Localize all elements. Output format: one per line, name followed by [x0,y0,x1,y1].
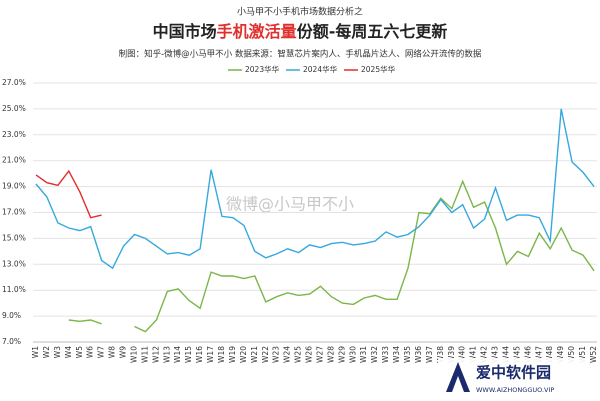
x-tick-label: W47 [534,346,543,363]
x-tick-label: W19 [228,346,237,363]
x-tick-label: W4 [64,346,73,358]
y-tick-label: 25.0% [2,104,26,113]
x-tick-label: W8 [108,346,117,358]
x-tick-label: W5 [75,346,84,358]
x-tick-label: W14 [173,346,182,363]
series-line [68,319,102,325]
x-tick-label: W16 [195,346,204,363]
x-tick-label: W40 [458,346,467,363]
subtitle: 制图：知乎-微博@小马甲不小 数据来源：智慧芯片案内人、手机晶片达人、网络公开流… [119,49,482,60]
y-tick-label: 7.0% [2,337,21,346]
x-tick-label: W45 [512,346,521,363]
y-tick-label: 13.0% [2,259,26,268]
x-tick-label: W17 [206,346,215,363]
y-tick-label: 27.0% [2,78,26,87]
x-tick-label: W15 [184,346,193,363]
series-line [35,169,102,219]
x-tick-label: W25 [294,346,303,363]
x-tick-label: W12 [151,346,160,363]
x-tick-label: W44 [501,346,510,363]
x-tick-label: W39 [447,346,456,363]
y-tick-label: 19.0% [2,182,26,191]
x-tick-label: W18 [217,346,226,363]
x-tick-label: W11 [140,346,149,363]
logo-text: 爱中软件园 [476,364,551,382]
y-tick-label: 11.0% [2,285,26,294]
watermark: 微博@小马甲不小 [226,195,354,214]
x-tick-label: W37 [425,346,434,363]
x-tick-label: W6 [86,346,95,358]
title-highlight: 手机激活量 [217,22,297,41]
x-tick-label: W49 [556,346,565,363]
x-tick-label: W32 [370,346,379,363]
x-tick-label: W33 [381,346,390,363]
x-tick-label: W10 [129,346,138,363]
x-tick-label: W28 [326,346,335,363]
x-tick-label: W1 [31,346,40,358]
y-tick-label: 9.0% [2,311,21,320]
logo-url: WWW.AIZHONGGUO.VIP [476,386,554,394]
legend-label: 2025华华 [361,64,396,74]
y-tick-label: 21.0% [2,156,26,165]
y-tick-label: 15.0% [2,233,26,242]
legend-label: 2023华华 [245,64,280,74]
y-tick-label: 17.0% [2,208,26,217]
x-tick-label: W30 [348,346,357,363]
x-tick-label: W38 [436,346,445,363]
x-tick-label: W46 [523,346,532,363]
x-tick-label: W13 [162,346,171,363]
x-tick-label: W3 [53,346,62,358]
x-tick-label: W31 [359,346,368,363]
x-tick-label: W52 [589,346,598,363]
x-tick-label: W20 [239,346,248,363]
x-tick-label: W2 [42,346,51,358]
logo: 爱中软件园 WWW.AIZHONGGUO.VIP [438,358,588,396]
x-tick-label: W43 [491,346,500,363]
x-tick-label: W7 [97,346,106,358]
x-tick-label: W29 [337,346,346,363]
legend-label: 2024华华 [303,64,338,74]
title-part: 份额-每周五六七更新 [297,22,448,41]
x-tick-label: W21 [250,346,259,363]
x-tick-label: W48 [545,346,554,363]
x-tick-label: W50 [567,346,576,363]
x-tick-label: W9 [119,346,128,358]
x-tick-label: W26 [305,346,314,363]
x-tick-label: W51 [578,346,587,363]
chart-title: 中国市场手机激活量份额-每周五六七更新 [153,22,448,41]
y-tick-label: 23.0% [2,130,26,139]
x-tick-label: W27 [315,346,324,363]
series-line [35,108,595,270]
x-tick-label: W22 [261,346,270,363]
series-line [134,179,595,333]
x-tick-label: W34 [392,346,401,363]
x-tick-label: W23 [272,346,281,363]
x-tick-label: W35 [403,346,412,363]
x-tick-label: W24 [283,346,292,363]
logo-icon [446,362,470,392]
x-tick-label: W42 [480,346,489,363]
supertitle: 小马甲不小手机市场数据分析之 [237,6,363,18]
x-tick-label: W36 [414,346,423,363]
title-part: 中国市场 [153,22,217,41]
x-tick-label: W41 [469,346,478,363]
